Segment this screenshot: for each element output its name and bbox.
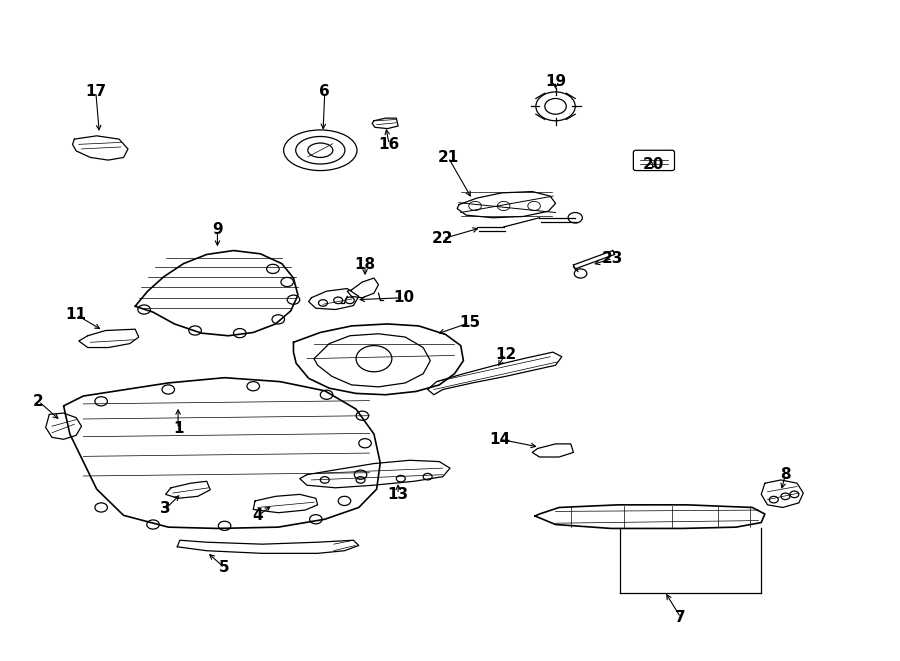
- Text: 16: 16: [379, 137, 400, 152]
- Text: 19: 19: [545, 74, 566, 89]
- Text: 17: 17: [86, 85, 106, 99]
- Text: 9: 9: [212, 222, 223, 237]
- Text: 4: 4: [252, 508, 263, 524]
- Text: 5: 5: [220, 561, 230, 575]
- Text: 8: 8: [780, 467, 791, 482]
- Text: 18: 18: [355, 257, 375, 272]
- Text: 7: 7: [676, 610, 686, 625]
- Text: 1: 1: [173, 421, 184, 436]
- Text: 3: 3: [160, 501, 171, 516]
- Text: 2: 2: [33, 394, 44, 408]
- Text: 22: 22: [432, 231, 454, 247]
- Text: 23: 23: [602, 251, 624, 266]
- Text: 10: 10: [393, 290, 414, 305]
- Text: 12: 12: [495, 346, 516, 362]
- Text: 15: 15: [459, 315, 481, 330]
- Text: 13: 13: [388, 487, 409, 502]
- Text: 20: 20: [644, 157, 664, 171]
- Text: 11: 11: [66, 307, 86, 323]
- Text: 21: 21: [437, 150, 459, 165]
- Text: 14: 14: [490, 432, 510, 447]
- Text: 6: 6: [320, 85, 330, 99]
